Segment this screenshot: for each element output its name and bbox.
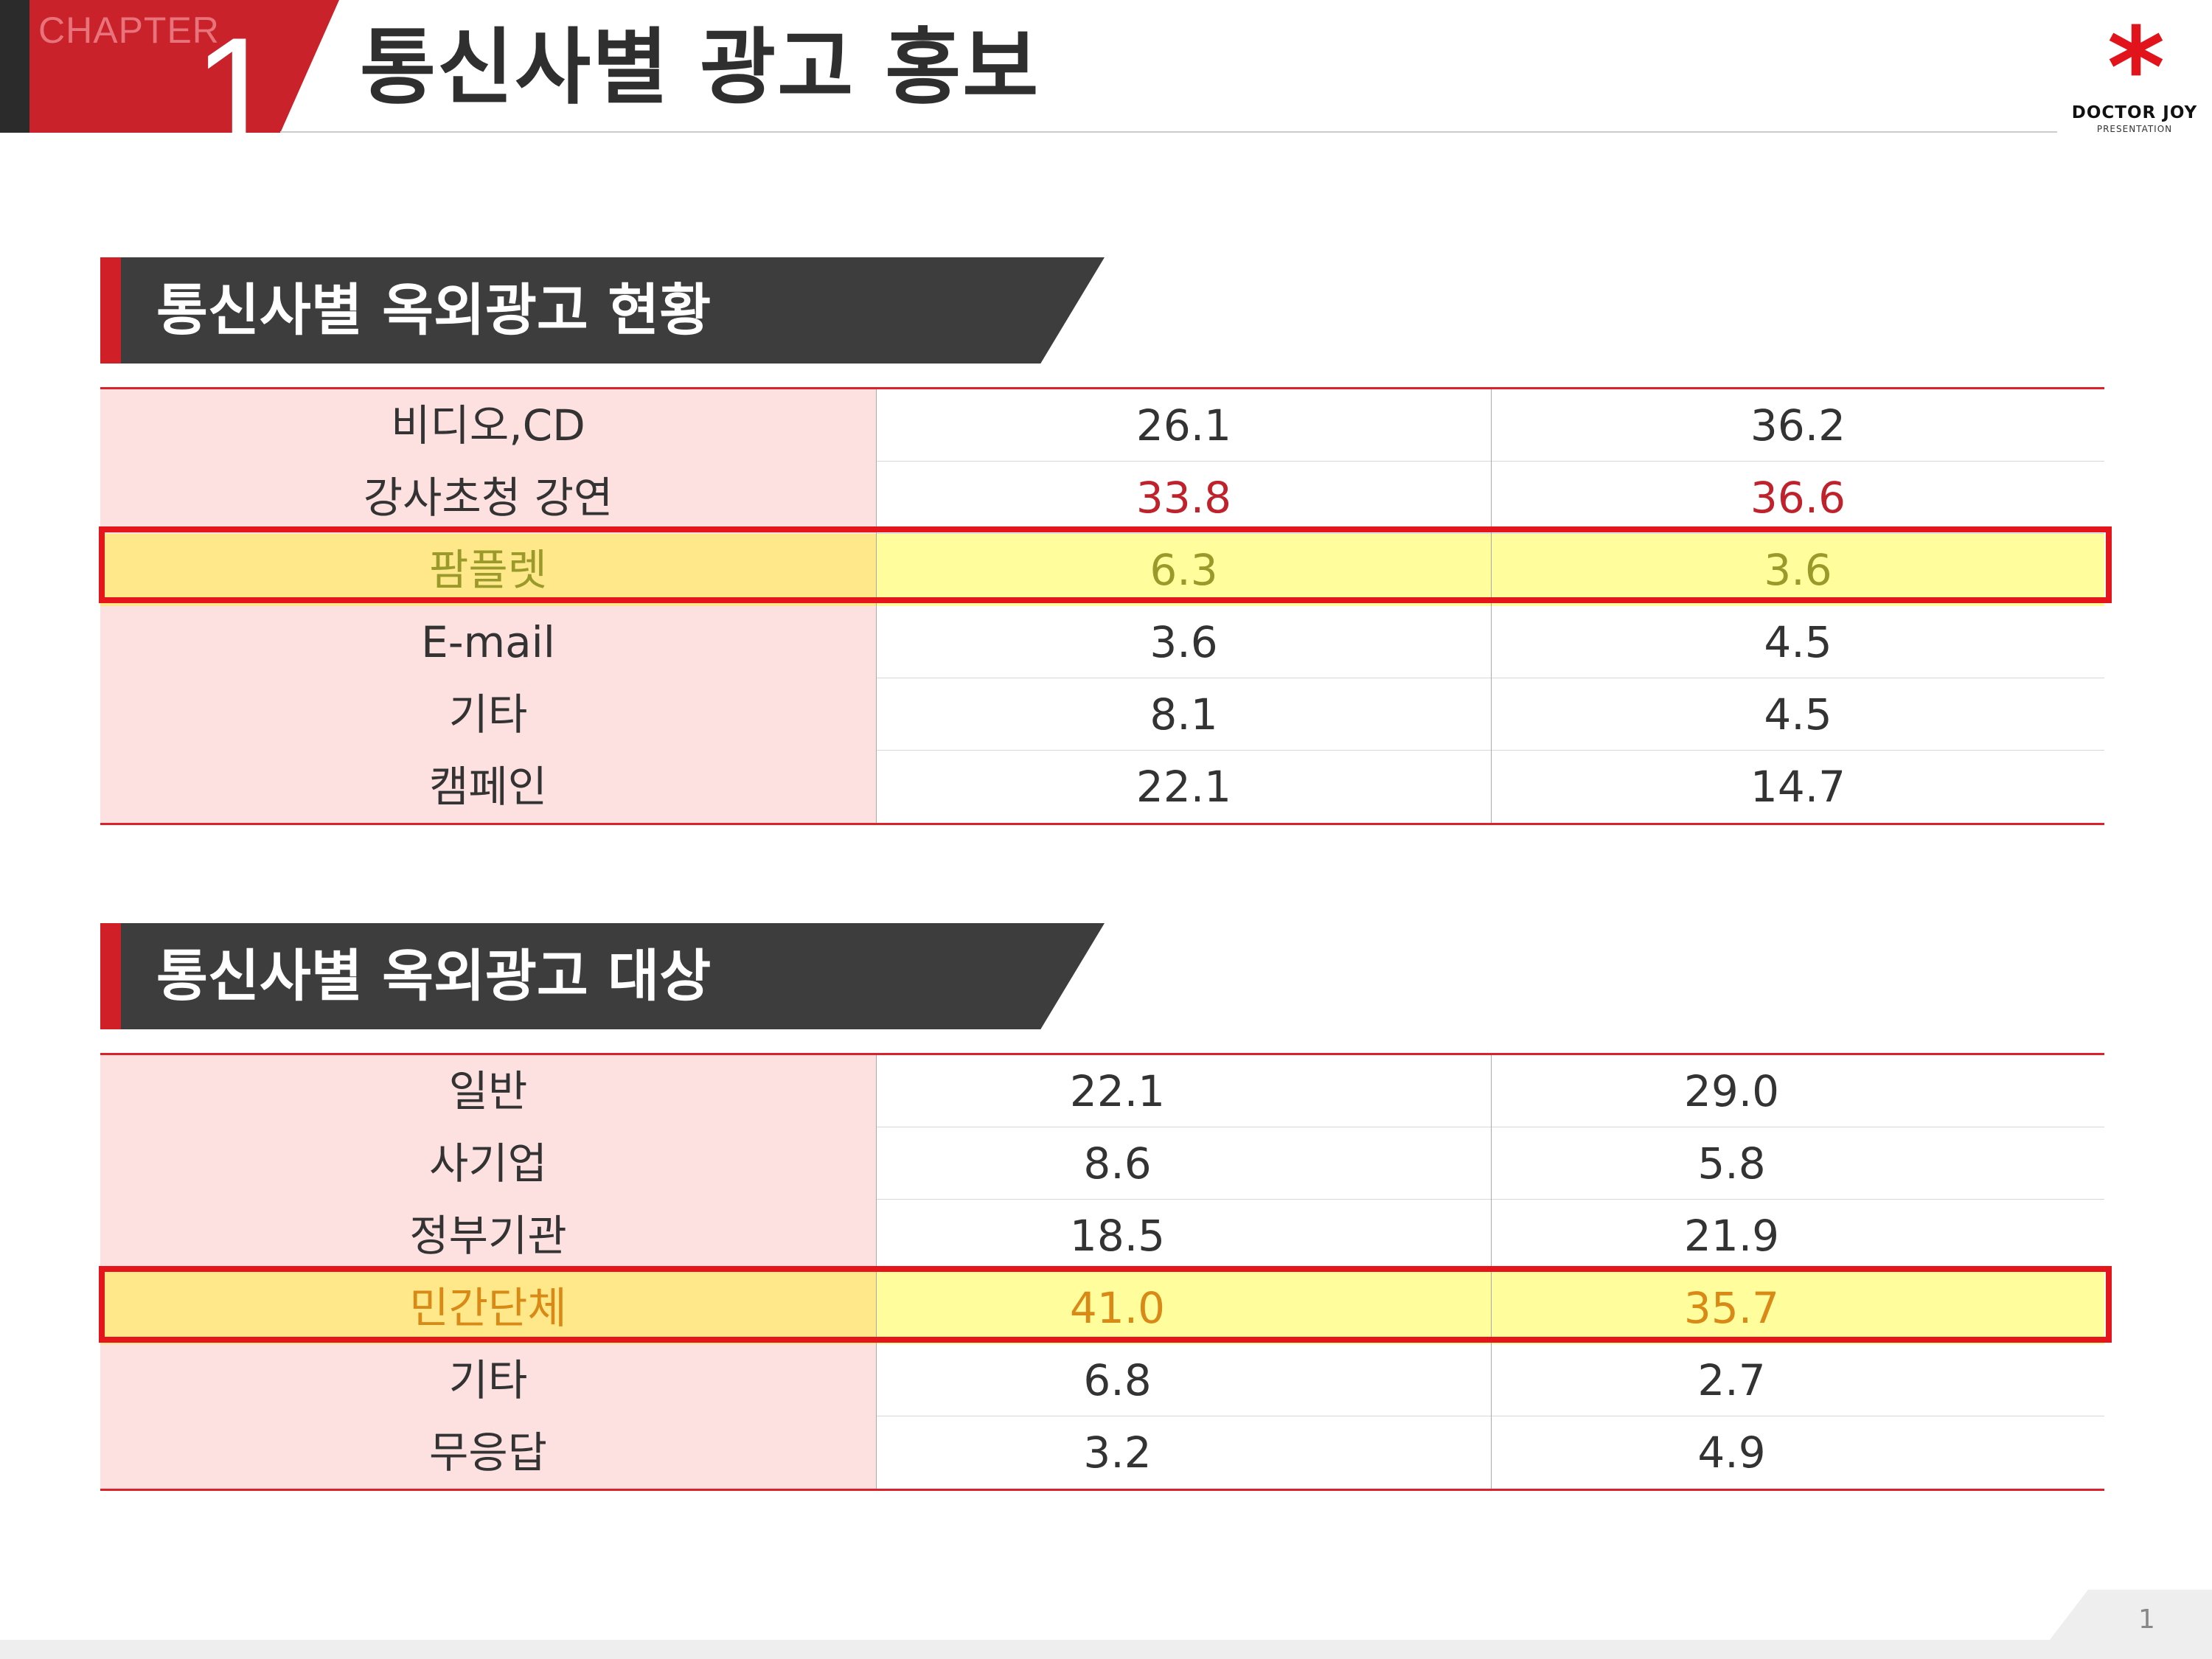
- value-cell: 41.0: [876, 1272, 1491, 1344]
- value-cell: 22.1: [876, 1055, 1491, 1127]
- value-cell: 14.7: [1491, 751, 2104, 823]
- table-row: 무응답 3.2 4.9: [100, 1416, 2104, 1489]
- section1-title: 통신사별 옥외광고 현황: [156, 277, 712, 343]
- section2-banner-accent: [100, 923, 121, 1029]
- table-row: 정부기관 18.5 21.9: [100, 1200, 2104, 1272]
- value-cell: 8.1: [876, 678, 1491, 751]
- row-label: 팜플렛: [100, 534, 876, 606]
- section2-title: 통신사별 옥외광고 대상: [156, 943, 712, 1009]
- row-label: 일반: [100, 1055, 876, 1127]
- title-divider: [280, 131, 2057, 133]
- page-number: 1: [2138, 1604, 2155, 1635]
- table-row-highlighted: 팜플렛 6.3 3.6: [100, 534, 2104, 606]
- row-label: 기타: [100, 678, 876, 751]
- page-title: 통신사별 광고 홍보: [360, 20, 1040, 116]
- value-cell: 36.2: [1491, 389, 2104, 462]
- value-cell: 8.6: [876, 1127, 1491, 1200]
- value-cell: 5.8: [1491, 1127, 2104, 1200]
- row-label: 기타: [100, 1344, 876, 1416]
- value-cell: 6.3: [876, 534, 1491, 606]
- row-label: 민간단체: [100, 1272, 876, 1344]
- logo: * DOCTOR JOY PRESENTATION: [2068, 13, 2201, 139]
- value-cell: 29.0: [1491, 1055, 2104, 1127]
- highlight-box: [99, 1266, 2112, 1343]
- value-cell: 3.2: [876, 1416, 1491, 1489]
- section1-banner-accent: [100, 257, 121, 364]
- chapter-label: CHAPTER: [38, 10, 220, 51]
- section2-banner-bar: [121, 923, 1105, 1029]
- logo-subtitle: PRESENTATION: [2096, 124, 2173, 134]
- chapter-number: 1: [193, 5, 279, 178]
- asterisk-icon: *: [2107, 4, 2166, 133]
- value-cell: 36.6: [1491, 462, 2104, 534]
- value-cell: 35.7: [1491, 1272, 2104, 1344]
- table-row: 기타 6.8 2.7: [100, 1344, 2104, 1416]
- section1-banner: 통신사별 옥외광고 현황: [100, 257, 1105, 364]
- row-label: E-mail: [100, 606, 876, 678]
- row-label: 캠페인: [100, 751, 876, 823]
- row-label: 무응답: [100, 1416, 876, 1489]
- table-row: 비디오,CD 26.1 36.2: [100, 389, 2104, 462]
- table-row: 사기업 8.6 5.8: [100, 1127, 2104, 1200]
- value-cell: 2.7: [1491, 1344, 2104, 1416]
- row-label: 사기업: [100, 1127, 876, 1200]
- table-row-highlighted: 민간단체 41.0 35.7: [100, 1272, 2104, 1344]
- value-cell: 6.8: [876, 1344, 1491, 1416]
- value-cell: 26.1: [876, 389, 1491, 462]
- section1-table: 비디오,CD 26.1 36.2 강사초청 강연 33.8 36.6 팜플렛 6…: [100, 387, 2104, 825]
- footer-strip: [0, 1640, 2212, 1659]
- page-number-tab: [2035, 1590, 2212, 1659]
- header-left-bar: [0, 0, 29, 133]
- row-label: 정부기관: [100, 1200, 876, 1272]
- value-cell: 18.5: [876, 1200, 1491, 1272]
- value-cell: 33.8: [876, 462, 1491, 534]
- value-cell: 3.6: [1491, 534, 2104, 606]
- section1-banner-bar: [121, 257, 1105, 364]
- table-row: 캠페인 22.1 14.7: [100, 751, 2104, 823]
- section2-table: 일반 22.1 29.0 사기업 8.6 5.8 정부기관 18.5 21.9 …: [100, 1053, 2104, 1491]
- row-label: 강사초청 강연: [100, 462, 876, 534]
- value-cell: 22.1: [876, 751, 1491, 823]
- value-cell: 4.5: [1491, 678, 2104, 751]
- logo-name: DOCTOR JOY: [2071, 103, 2198, 122]
- highlight-box: [99, 526, 2112, 603]
- value-cell: 21.9: [1491, 1200, 2104, 1272]
- section2-banner: 통신사별 옥외광고 대상: [100, 923, 1105, 1029]
- value-cell: 4.9: [1491, 1416, 2104, 1489]
- table-row: E-mail 3.6 4.5: [100, 606, 2104, 678]
- value-cell: 3.6: [876, 606, 1491, 678]
- table-row: 일반 22.1 29.0: [100, 1055, 2104, 1127]
- chapter-block: [29, 0, 339, 133]
- row-label: 비디오,CD: [100, 389, 876, 462]
- table-row: 강사초청 강연 33.8 36.6: [100, 462, 2104, 534]
- value-cell: 4.5: [1491, 606, 2104, 678]
- table-row: 기타 8.1 4.5: [100, 678, 2104, 751]
